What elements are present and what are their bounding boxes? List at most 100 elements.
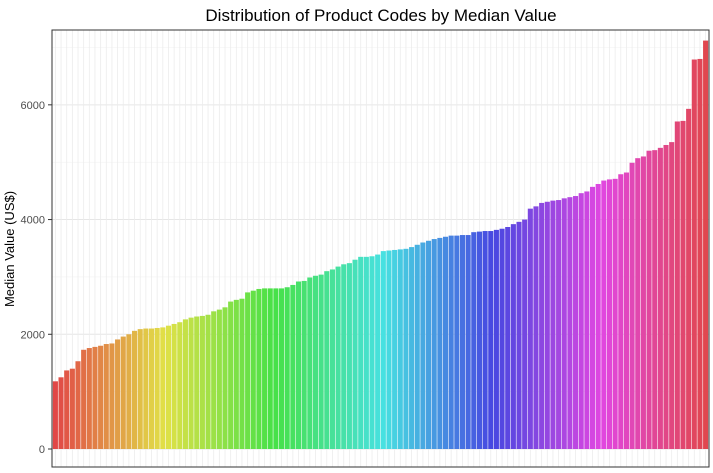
bar	[578, 193, 584, 449]
bar	[635, 158, 641, 449]
bar	[409, 247, 415, 449]
bar	[199, 315, 205, 449]
bar	[442, 236, 449, 449]
bar	[471, 232, 477, 449]
bar	[420, 242, 426, 449]
bar	[431, 239, 437, 449]
plot-border	[51, 29, 710, 468]
bar	[352, 259, 358, 449]
bar	[488, 231, 494, 449]
y-axis-ticks: 0 2000 4000 6000	[21, 100, 52, 456]
bar	[618, 174, 624, 450]
bar	[160, 327, 166, 449]
bar	[358, 256, 364, 449]
bar	[284, 287, 290, 449]
bar	[132, 330, 138, 449]
bar	[205, 314, 211, 449]
bar	[539, 202, 545, 449]
bar	[550, 200, 556, 449]
bar	[686, 108, 692, 449]
bar	[120, 336, 126, 449]
bar	[697, 58, 703, 449]
bar	[403, 248, 409, 449]
bar	[239, 298, 245, 449]
bar	[69, 368, 75, 449]
bar	[256, 288, 262, 449]
bar	[680, 120, 686, 449]
bar	[426, 240, 432, 449]
bar	[222, 307, 228, 449]
bar	[476, 231, 482, 449]
bar	[171, 323, 177, 449]
bar	[652, 150, 658, 449]
bar	[346, 263, 352, 449]
bar	[335, 266, 341, 449]
bar	[482, 231, 488, 449]
bar	[657, 147, 663, 449]
bar	[137, 329, 143, 449]
bar	[250, 290, 256, 449]
bar	[516, 221, 522, 449]
bar	[629, 162, 635, 449]
bar	[115, 339, 121, 449]
bar	[267, 288, 273, 449]
bar	[329, 269, 335, 449]
bar	[177, 322, 183, 449]
bar	[64, 370, 70, 449]
y-tick-label: 6000	[21, 100, 45, 112]
bar	[245, 292, 251, 449]
bar	[273, 288, 279, 449]
bar	[640, 156, 646, 449]
bar	[375, 254, 381, 449]
bar	[165, 325, 172, 449]
bar	[307, 277, 313, 449]
bar	[397, 249, 403, 449]
bar	[606, 179, 613, 449]
bar	[499, 228, 505, 449]
bar	[612, 178, 618, 449]
bar	[103, 344, 109, 449]
bar	[663, 144, 669, 450]
bar	[522, 219, 528, 449]
bar	[561, 198, 567, 449]
bar	[646, 150, 652, 449]
bar	[623, 172, 629, 449]
bar	[386, 250, 392, 449]
bar	[363, 256, 369, 449]
bar	[86, 348, 92, 449]
bar	[465, 235, 471, 449]
bar	[691, 59, 697, 450]
bar	[392, 249, 398, 449]
bar	[216, 309, 222, 449]
bar	[669, 142, 675, 449]
bar	[52, 381, 58, 449]
bar	[414, 244, 420, 449]
bar	[595, 183, 601, 450]
bar	[544, 201, 550, 449]
bar	[324, 271, 330, 449]
bar	[188, 317, 194, 449]
bar	[573, 196, 579, 449]
bar	[211, 311, 217, 449]
bar	[312, 275, 319, 449]
bar	[448, 235, 454, 449]
bar	[589, 186, 596, 450]
bar	[318, 274, 324, 449]
bar	[567, 197, 573, 449]
bar	[369, 256, 375, 449]
bar	[143, 328, 149, 449]
bar	[182, 319, 188, 449]
bar	[92, 346, 98, 449]
bar	[262, 288, 268, 449]
y-tick-label: 2000	[21, 329, 45, 341]
bar	[437, 237, 443, 449]
bar	[510, 224, 516, 449]
bar	[279, 288, 285, 449]
bar	[290, 284, 296, 449]
bar	[81, 349, 87, 449]
bar	[228, 301, 234, 449]
bar	[295, 281, 302, 449]
bars	[52, 40, 709, 450]
